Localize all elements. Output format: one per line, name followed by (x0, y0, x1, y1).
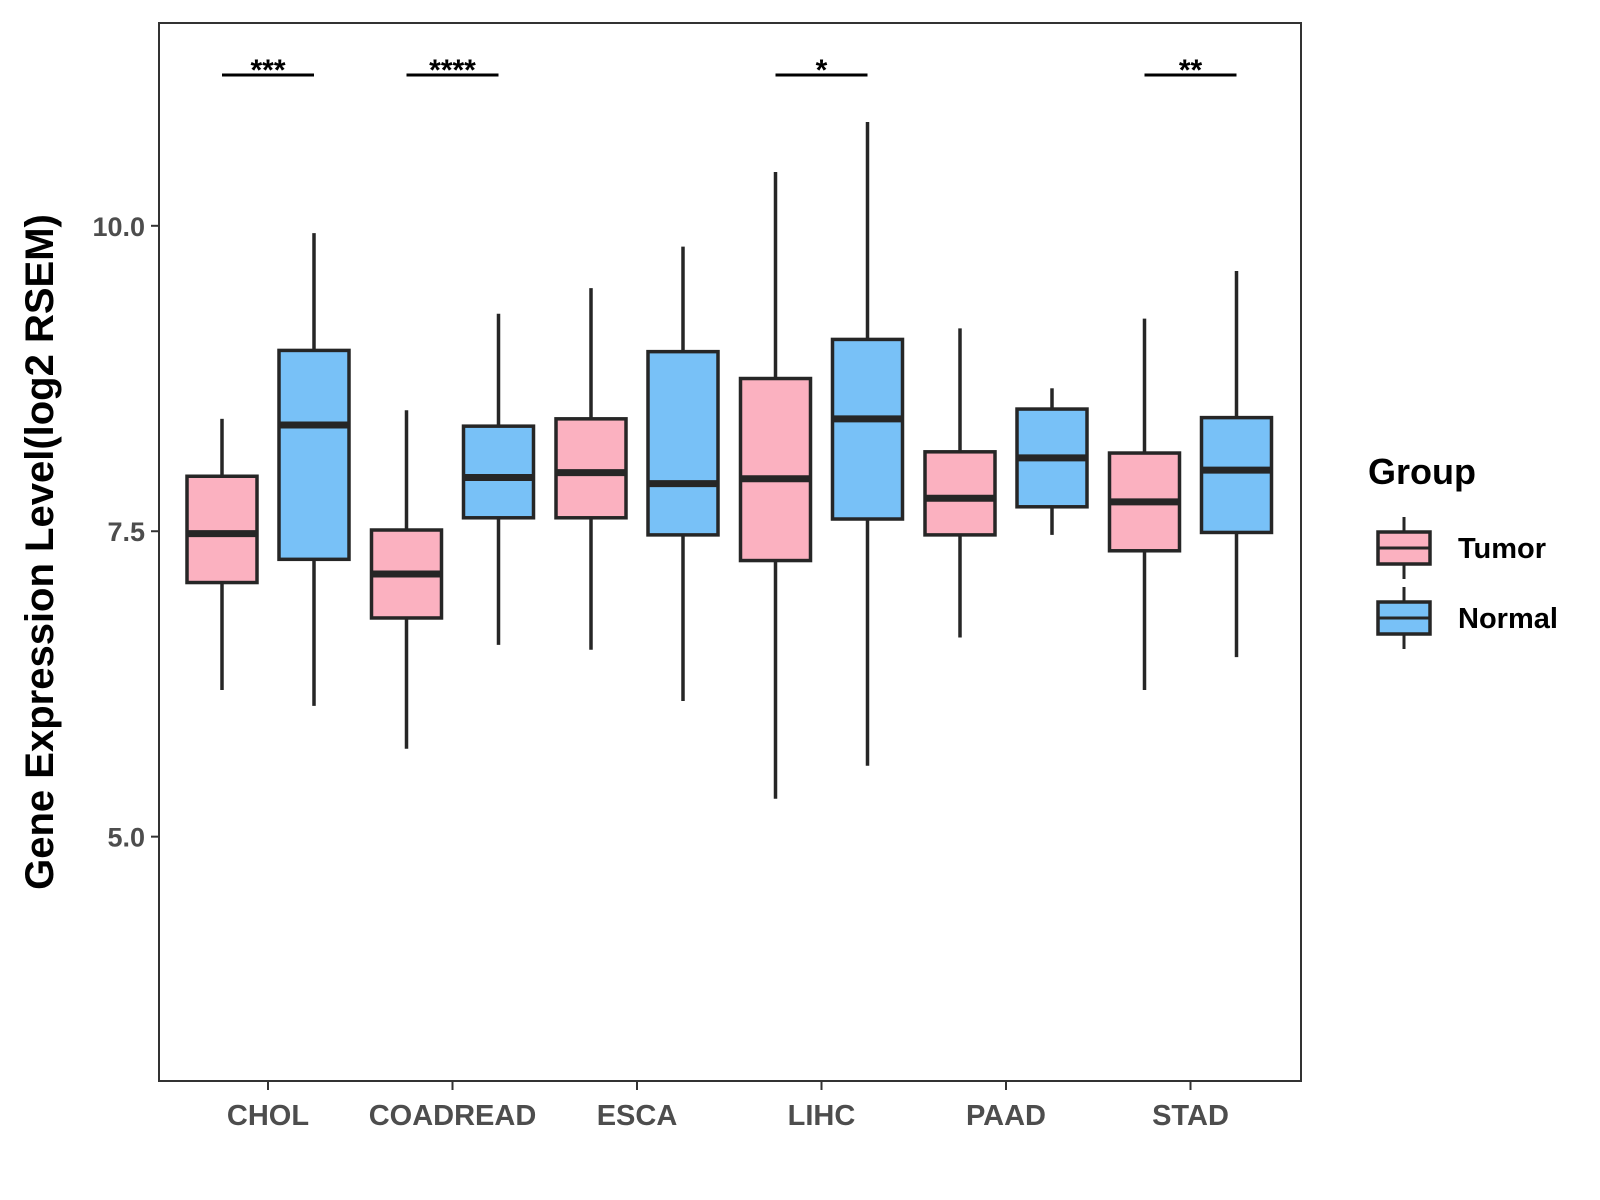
box-lihc-tumor (738, 172, 813, 799)
box-lihc-normal (830, 121, 905, 766)
legend-label-normal: Normal (1458, 603, 1558, 635)
box-body-lihc-tumor (738, 376, 813, 563)
plot-area: *** **** * ** (185, 54, 1274, 799)
box-chol-tumor (185, 418, 259, 691)
sig-label-stad: ** (1179, 54, 1203, 87)
box-esca-tumor (554, 288, 628, 650)
box-body-chol-tumor (185, 474, 259, 585)
box-body-esca-normal (646, 349, 720, 537)
legend-title: Group (1368, 451, 1476, 492)
box-stad-tumor (1107, 318, 1182, 691)
box-coadread-tumor (369, 410, 444, 749)
box-coadread-normal (461, 313, 536, 645)
box-body-paad-tumor (923, 450, 997, 537)
y-tick-label-1: 7.5 (107, 517, 145, 547)
x-tick-label-chol: CHOL (227, 1100, 309, 1132)
x-tick-label-coadread: COADREAD (369, 1100, 537, 1132)
x-tick-label-lihc: LIHC (788, 1100, 856, 1132)
sig-label-lihc: * (816, 54, 828, 87)
legend-key-tumor (1376, 517, 1432, 579)
x-tick-label-stad: STAD (1152, 1100, 1229, 1132)
y-tick-label-0: 5.0 (107, 823, 145, 853)
box-paad-tumor (923, 328, 997, 638)
y-tick-label-2: 10.0 (92, 212, 145, 242)
box-body-coadread-normal (461, 424, 536, 520)
x-tick-label-paad: PAAD (966, 1100, 1046, 1132)
box-esca-normal (646, 246, 720, 702)
x-tick-label-esca: ESCA (597, 1100, 678, 1132)
legend-label-tumor: Tumor (1458, 533, 1546, 565)
box-chol-normal (277, 233, 351, 706)
box-paad-normal (1015, 388, 1089, 535)
panel-border (158, 22, 1302, 1082)
axes: 5.0 7.5 10.0 CHOL COADREAD ESCA LIHC PAAD STAD Ge… (18, 22, 1302, 1132)
box-body-stad-normal (1199, 415, 1274, 535)
sig-label-chol: *** (250, 54, 285, 87)
box-body-esca-tumor (554, 417, 628, 520)
box-body-lihc-normal (830, 337, 905, 521)
sig-label-coadread: **** (429, 54, 476, 87)
legend: Group Tumor Normal (1368, 451, 1558, 649)
legend-key-normal (1376, 587, 1432, 649)
y-axis-title: Gene Expression Level(log2 RSEM) (18, 214, 62, 890)
box-body-chol-normal (277, 348, 351, 562)
box-stad-normal (1199, 271, 1274, 658)
